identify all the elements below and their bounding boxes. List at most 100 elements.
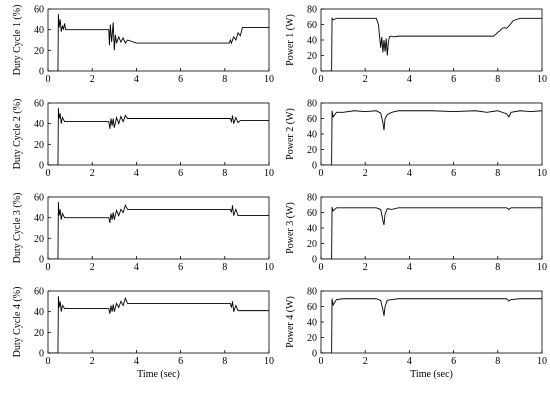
y-tick-label: 20 [307, 333, 317, 344]
x-tick-label: 2 [363, 356, 368, 367]
y-axis-label: Power 1 (W) [285, 14, 296, 66]
y-tick-label: 40 [34, 25, 44, 36]
y-tick-label: 0 [312, 349, 317, 360]
x-tick-label: 2 [363, 74, 368, 85]
y-tick-label: 60 [307, 302, 317, 313]
y-tick-label: 60 [307, 114, 317, 125]
y-tick-label: 20 [307, 239, 317, 250]
y-axis-label: Power 4 (W) [285, 296, 296, 348]
y-tick-label: 60 [34, 99, 44, 110]
x-tick-label: 4 [407, 262, 412, 273]
x-tick-label: 0 [46, 74, 51, 85]
x-tick-label: 6 [178, 168, 183, 179]
x-tick-label: 0 [319, 262, 324, 273]
x-tick-label: 8 [495, 262, 500, 273]
y-tick-label: 20 [34, 328, 44, 339]
y-tick-label: 0 [39, 161, 44, 172]
y-tick-label: 40 [34, 119, 44, 130]
series-line [321, 206, 542, 259]
y-tick-label: 60 [307, 208, 317, 219]
x-axis-label: Time (sec) [137, 369, 180, 380]
x-tick-label: 6 [451, 168, 456, 179]
plot-frame [47, 290, 270, 354]
x-tick-label: 10 [264, 356, 274, 367]
y-tick-label: 60 [34, 5, 44, 16]
x-tick-label: 10 [264, 168, 274, 179]
y-tick-label: 0 [312, 161, 317, 172]
x-tick-label: 4 [407, 356, 412, 367]
chart-panel-6: 0 2 4 6 8 10 0 20 40 60 80 Power 3 (W) [285, 193, 547, 274]
x-tick-label: 10 [537, 262, 547, 273]
plot-frame [47, 196, 270, 260]
y-tick-label: 0 [39, 67, 44, 78]
y-tick-label: 80 [307, 99, 317, 110]
x-tick-label: 10 [264, 262, 274, 273]
x-tick-label: 0 [319, 356, 324, 367]
x-tick-label: 4 [407, 168, 412, 179]
series-line [321, 110, 542, 165]
y-tick-label: 0 [312, 255, 317, 266]
x-tick-label: 10 [537, 74, 547, 85]
chart-panel-8: 0 2 4 6 8 10 0 20 40 60 80 Power 4 (W) Time (sec) [285, 287, 547, 381]
x-tick-label: 2 [90, 74, 95, 85]
x-tick-label: 0 [46, 168, 51, 179]
chart-panel-4: 0 2 4 6 8 10 0 20 40 60 80 Power 2 (W) [285, 99, 547, 180]
series-line [321, 298, 542, 353]
x-tick-label: 8 [495, 356, 500, 367]
x-tick-label: 6 [451, 356, 456, 367]
x-tick-label: 4 [134, 74, 139, 85]
y-tick-label: 60 [34, 193, 44, 204]
y-tick-label: 80 [307, 287, 317, 298]
x-tick-label: 2 [363, 168, 368, 179]
series-line [48, 108, 269, 165]
x-tick-label: 2 [90, 356, 95, 367]
x-axis-label: Time (sec) [410, 369, 453, 380]
plot-frame [320, 102, 543, 166]
y-tick-label: 0 [39, 255, 44, 266]
x-tick-label: 10 [264, 74, 274, 85]
plot-frame [320, 290, 543, 354]
x-tick-label: 6 [451, 74, 456, 85]
y-tick-label: 40 [34, 307, 44, 318]
x-tick-label: 4 [407, 74, 412, 85]
x-tick-label: 10 [537, 168, 547, 179]
y-tick-label: 20 [307, 145, 317, 156]
x-tick-label: 6 [178, 356, 183, 367]
x-tick-label: 8 [222, 262, 227, 273]
chart-panel-1: 0 2 4 6 8 10 0 20 40 60 Duty Cycle 1 (%) [12, 5, 274, 86]
x-tick-label: 4 [134, 168, 139, 179]
x-tick-label: 6 [178, 262, 183, 273]
y-tick-label: 20 [34, 46, 44, 57]
x-tick-label: 8 [495, 168, 500, 179]
x-tick-label: 2 [363, 262, 368, 273]
y-tick-label: 40 [307, 130, 317, 141]
y-axis-label: Duty Cycle 2 (%) [12, 99, 23, 170]
y-tick-label: 0 [312, 67, 317, 78]
x-tick-label: 2 [90, 168, 95, 179]
y-tick-label: 0 [39, 349, 44, 360]
y-tick-label: 40 [307, 36, 317, 47]
x-tick-label: 8 [222, 168, 227, 179]
chart-panel-2: 0 2 4 6 8 10 0 20 40 60 80 Power 1 (W) [285, 5, 547, 86]
series-line [48, 296, 269, 353]
y-axis-label: Power 3 (W) [285, 202, 296, 254]
y-tick-label: 60 [307, 20, 317, 31]
x-tick-label: 4 [134, 356, 139, 367]
chart-panel-5: 0 2 4 6 8 10 0 20 40 60 Duty Cycle 3 (%) [12, 193, 274, 274]
x-tick-label: 0 [46, 262, 51, 273]
x-tick-label: 0 [319, 74, 324, 85]
y-axis-label: Power 2 (W) [285, 108, 296, 160]
x-tick-label: 2 [90, 262, 95, 273]
y-tick-label: 40 [307, 318, 317, 329]
series-line [48, 14, 269, 71]
y-tick-label: 40 [307, 224, 317, 235]
y-tick-label: 60 [34, 287, 44, 298]
y-axis-label: Duty Cycle 1 (%) [12, 5, 23, 76]
x-tick-label: 8 [222, 356, 227, 367]
x-tick-label: 0 [319, 168, 324, 179]
series-line [48, 202, 269, 259]
plot-frame [47, 102, 270, 166]
y-tick-label: 80 [307, 193, 317, 204]
x-tick-label: 8 [495, 74, 500, 85]
